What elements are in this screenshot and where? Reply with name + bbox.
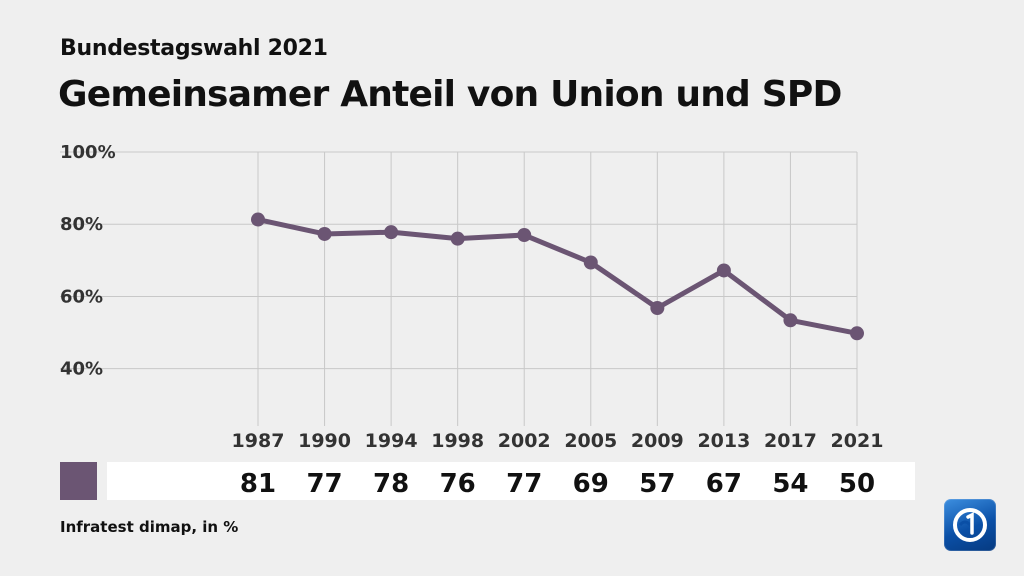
data-label: 78 [373,469,409,499]
series-line [257,217,858,336]
y-tick-label: 80% [60,214,103,235]
chart-title: Gemeinsamer Anteil von Union und SPD [58,74,842,115]
data-label: 54 [772,469,808,499]
data-point [517,228,532,243]
x-tick-label: 2021 [831,430,884,452]
data-label: 69 [573,469,609,499]
data-label: 77 [306,469,342,499]
series-swatch [60,462,97,500]
data-point [650,301,665,315]
x-tick-label: 2002 [498,430,551,452]
data-point [716,263,731,278]
data-point [783,313,798,328]
tagesschau-logo-icon [944,499,996,551]
y-tick-label: 60% [60,286,103,307]
x-tick-label: 1994 [365,430,418,452]
data-label: 57 [639,469,675,499]
x-tick-label: 2013 [697,430,750,452]
data-point [583,255,598,270]
source-note: Infratest dimap, in % [60,518,239,536]
value-row-background [107,462,915,500]
y-tick-label: 40% [60,359,103,380]
y-tick-label: 100% [60,142,116,163]
data-point [450,231,465,246]
data-point [317,226,332,241]
data-point [850,326,864,341]
x-tick-label: 1990 [298,430,351,452]
data-label: 50 [839,469,875,499]
x-tick-label: 2017 [764,430,817,452]
x-tick-label: 2005 [564,430,617,452]
data-label: 77 [506,469,542,499]
data-label: 76 [440,469,476,499]
chart-subtitle: Bundestagswahl 2021 [60,36,328,61]
x-tick-label: 1998 [431,430,484,452]
x-tick-label: 1987 [232,430,285,452]
data-label: 81 [240,469,276,499]
data-label: 67 [706,469,742,499]
x-tick-label: 2009 [631,430,684,452]
data-point [384,225,399,240]
data-point [251,212,265,227]
